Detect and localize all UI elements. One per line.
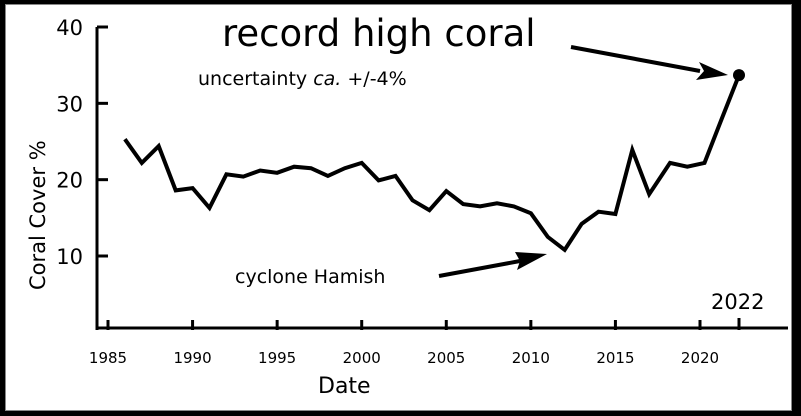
x-axis-title: Date [318,374,371,399]
y-tick-label: 10 [56,245,83,269]
x-tick-label: 2010 [512,349,550,367]
y-ticks: 10 20 30 40 [56,16,108,269]
x-tick-label: 2005 [427,349,465,367]
cyclone-hamish-annotation: cyclone Hamish [235,266,385,288]
coral-cover-series-line [123,74,741,253]
chart-panel [5,4,792,411]
x-tick-label: 1985 [89,349,127,367]
year-2022-label: 2022 [711,290,764,314]
y-axis-title: Coral Cover % [26,140,50,290]
y-tick-label: 40 [56,16,83,40]
x-tick-label: 2000 [343,349,381,367]
record-high-marker [733,69,745,82]
y-tick-label: 20 [56,169,83,193]
x-tick-label: 2020 [681,349,719,367]
y-tick-label: 30 [56,92,83,116]
x-tick-label: 2015 [596,349,634,367]
x-ticks: 1985 1990 1995 2000 2005 2010 2015 2020 [89,318,741,367]
uncertainty-note: uncertainty ca. +/-4% [198,68,407,90]
record-high-annotation: record high coral [222,12,536,55]
record-high-arrow-icon [570,45,728,80]
cyclone-arrow-icon [438,252,547,278]
x-tick-label: 1995 [258,349,296,367]
x-tick-label: 1990 [173,349,211,367]
